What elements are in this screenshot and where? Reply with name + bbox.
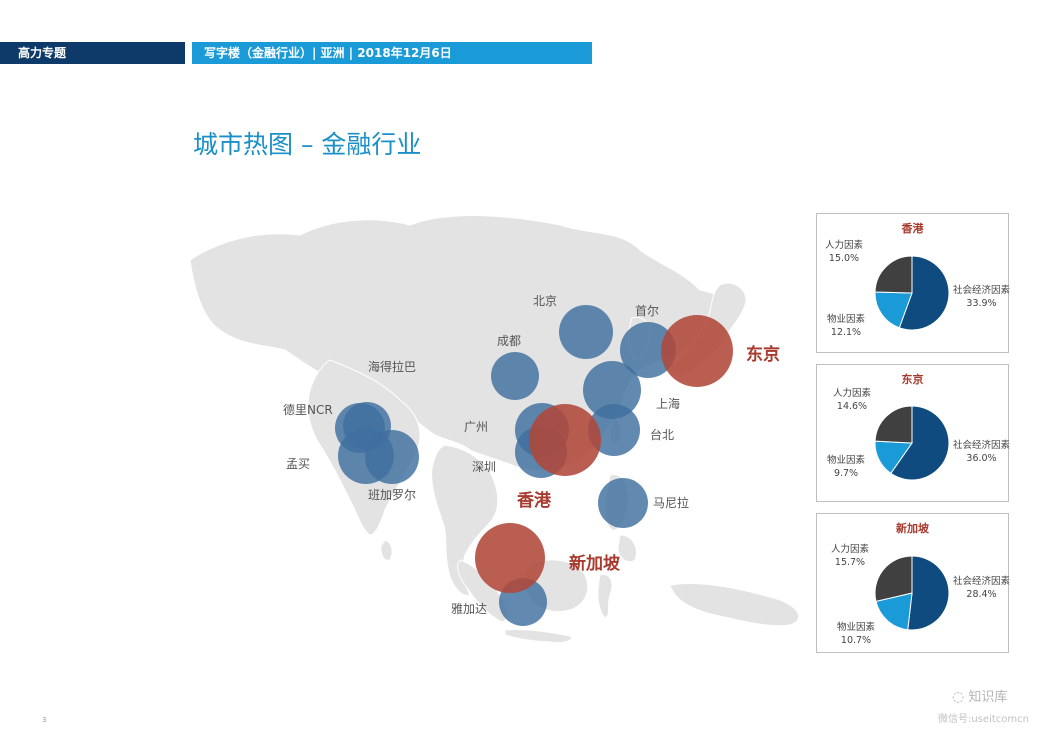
- pie-label-labor: 人力因素 14.6%: [833, 388, 872, 412]
- city-label: 首尔: [635, 304, 660, 318]
- city-label: 香港: [517, 491, 551, 511]
- pie-slice: [874, 555, 913, 603]
- city-label: 马尼拉: [653, 496, 690, 510]
- pie-chart-tokyo: [874, 405, 950, 481]
- city-label: 东京: [746, 345, 780, 365]
- pie-label-socioeconomic: 社会经济因素 28.4%: [953, 576, 1011, 600]
- pie-slice: [898, 255, 950, 331]
- pie-slice: [890, 405, 950, 481]
- pie-panel-tokyo: 东京 人力因素 14.6% 社会经济因素 36.0% 物业因素 9.7%: [816, 364, 1011, 502]
- pie-slice: [874, 405, 913, 444]
- pie-slice: [907, 555, 950, 631]
- pie-label-labor: 人力因素 15.0%: [825, 240, 864, 264]
- city-bubble: [588, 404, 640, 456]
- report-subtitle-bar: 写字楼（金融行业）| 亚洲 | 2018年12月6日: [192, 42, 592, 64]
- city-label: 深圳: [472, 460, 497, 474]
- city-label: 新加坡: [569, 554, 620, 574]
- pie-slice: [874, 291, 913, 329]
- pie-slice: [874, 255, 913, 294]
- asia-map: [189, 215, 800, 643]
- pie-panel-hongkong: 香港 人力因素 15.0% 社会经济因素 33.9% 物业因素 12.1%: [816, 213, 1011, 353]
- city-label: 广州: [464, 420, 489, 434]
- page-number: 3: [42, 716, 47, 724]
- pie-label-labor: 人力因素 15.7%: [831, 544, 870, 568]
- city-label: 台北: [650, 428, 675, 442]
- city-bubble: [598, 478, 648, 528]
- city-bubble: [559, 305, 613, 359]
- city-bubble: [620, 322, 676, 378]
- city-bubble: [583, 361, 641, 419]
- city-label: 海得拉巴: [368, 360, 417, 374]
- city-bubble: [475, 523, 545, 593]
- pie-label-property: 物业因素 12.1%: [827, 314, 866, 338]
- wechat-icon: ◌: [952, 689, 965, 705]
- pie-title: 香港: [901, 222, 924, 235]
- pie-label-socioeconomic: 社会经济因素 33.9%: [953, 285, 1011, 309]
- city-label: 雅加达: [451, 602, 488, 616]
- pie-panel-singapore: 新加坡 人力因素 15.7% 社会经济因素 28.4% 物业因素 10.7%: [816, 513, 1011, 653]
- city-bubbles: [335, 305, 733, 626]
- city-label: 班加罗尔: [368, 488, 417, 502]
- pie-title: 东京: [901, 373, 924, 386]
- city-bubble: [529, 404, 601, 476]
- pie-chart-singapore: [874, 555, 950, 631]
- city-label: 德里NCR: [283, 403, 333, 417]
- section-header: 高力专题: [0, 42, 185, 64]
- pie-title: 新加坡: [896, 522, 929, 535]
- pie-label-socioeconomic: 社会经济因素 36.0%: [953, 440, 1011, 464]
- pie-slice: [875, 592, 913, 631]
- city-label: 上海: [656, 397, 681, 411]
- watermark: ◌ 知识库: [952, 689, 1008, 705]
- city-label: 孟买: [286, 457, 311, 471]
- city-label: 成都: [497, 334, 522, 348]
- city-label: 北京: [533, 294, 558, 308]
- pie-label-property: 物业因素 9.7%: [827, 455, 866, 479]
- page-title: 城市热图 – 金融行业: [193, 130, 422, 159]
- watermark-sub: 微信号:useitcomcn: [938, 714, 1029, 725]
- city-bubble: [491, 352, 539, 400]
- pie-chart-hongkong: [874, 255, 950, 331]
- pie-label-property: 物业因素 10.7%: [837, 622, 876, 646]
- city-bubble: [365, 430, 419, 484]
- city-bubble: [661, 315, 733, 387]
